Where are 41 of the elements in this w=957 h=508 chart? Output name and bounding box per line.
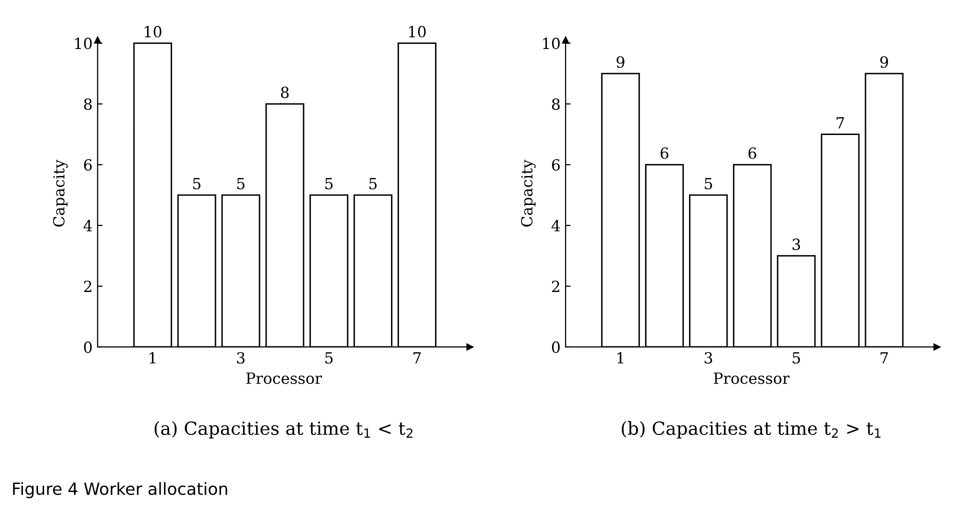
data-label: 8 [281, 86, 289, 98]
y-tick-label: 4 [551, 220, 560, 232]
data-label: 5 [369, 178, 377, 190]
data-label: 5 [325, 178, 333, 190]
x-axis-title: Processor [246, 372, 322, 384]
data-label: 3 [792, 238, 800, 250]
y-tick-label: 8 [84, 98, 92, 110]
x-tick-label: 5 [792, 352, 800, 364]
y-tick-label: 0 [84, 341, 92, 353]
x-tick-label: 1 [150, 352, 156, 364]
data-label: 5 [193, 178, 200, 190]
y-axis-title: Capacity [53, 160, 68, 227]
y-tick-label: 4 [84, 220, 92, 232]
x-axis-title: Processor [714, 372, 790, 384]
text: (b) Capacities at time t$_{2}$ > t$_{1}$ [622, 421, 880, 439]
x-tick-label: 3 [704, 352, 712, 364]
data-label: 6 [660, 147, 668, 159]
data-label: 9 [616, 56, 624, 68]
y-tick-label: 0 [552, 341, 560, 353]
x-tick-label: 5 [325, 352, 333, 364]
y-tick-label: 10 [75, 38, 92, 50]
y-tick-label: 10 [543, 38, 560, 50]
y-tick-label: 6 [84, 159, 92, 171]
y-tick-label: 8 [552, 98, 560, 110]
data-label: 7 [836, 117, 844, 128]
text: (a) Capacities at time t$_{1}$ < t$_{2}$ [154, 421, 412, 439]
x-tick-label: 3 [237, 352, 245, 364]
data-label: 6 [748, 147, 756, 159]
data-label: 10 [409, 26, 426, 38]
x-tick-label: 1 [618, 352, 624, 364]
caption: Figure 4 Worker allocation [13, 482, 228, 498]
data-label: 9 [880, 56, 888, 68]
y-tick-label: 2 [552, 280, 560, 292]
y-tick-label: 6 [552, 159, 560, 171]
data-label: 5 [704, 178, 712, 190]
data-label: 10 [144, 26, 162, 38]
y-tick-label: 2 [84, 280, 92, 292]
x-tick-label: 7 [880, 352, 888, 364]
x-tick-label: 7 [413, 352, 421, 364]
data-label: 5 [237, 178, 244, 190]
y-axis-title: Capacity [520, 160, 536, 227]
